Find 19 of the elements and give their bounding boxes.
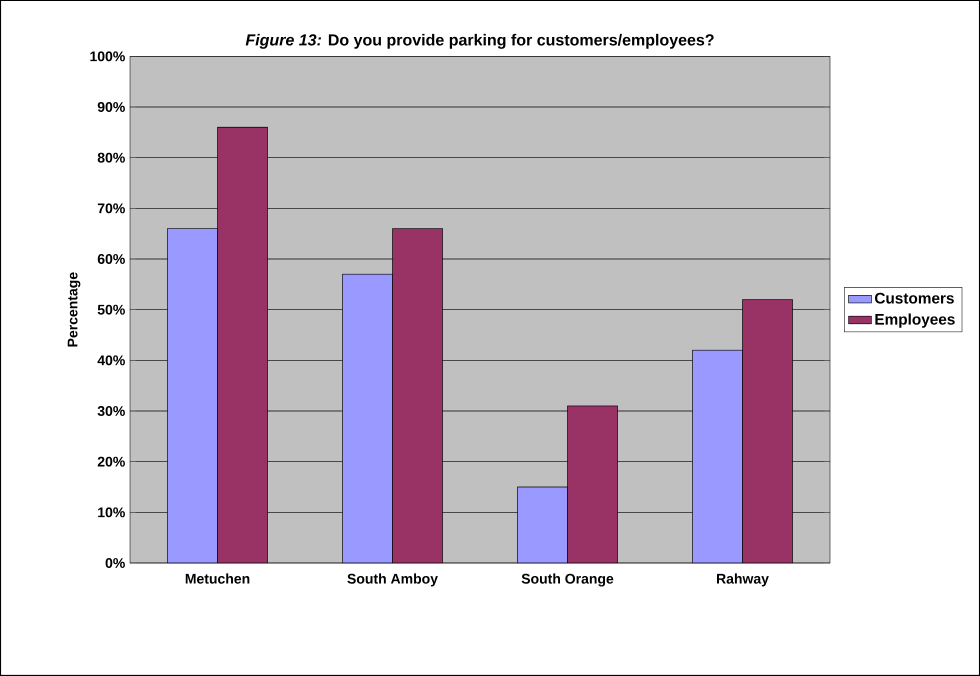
y-tick-label: 10%	[98, 507, 125, 518]
y-tick-label: 50%	[98, 304, 125, 315]
x-tick-label: South Orange	[522, 573, 614, 587]
x-tick-label: Metuchen	[186, 573, 250, 584]
y-tick-label: 60%	[98, 254, 125, 264]
y-tick-label: 70%	[98, 203, 125, 214]
y-tick-label: 0%	[106, 558, 125, 568]
x-tick-label: Rahway	[716, 573, 769, 586]
y-tick-label: 80%	[98, 152, 125, 163]
y-tick-label: 90%	[98, 102, 125, 112]
y-tick-label: 40%	[97, 355, 125, 366]
y-tick-label: 20%	[98, 456, 125, 467]
y-tick-label: 30%	[98, 406, 125, 416]
legend-label: Customers	[875, 292, 954, 304]
y-axis-title: Percentage	[68, 272, 80, 346]
chart-title: Figure 13: Do you provide parking for customers/employees?	[246, 34, 714, 49]
y-tick-label: 100%	[90, 51, 125, 62]
x-tick-label: South Amboy	[347, 573, 438, 586]
legend-label: Employees	[875, 313, 955, 328]
